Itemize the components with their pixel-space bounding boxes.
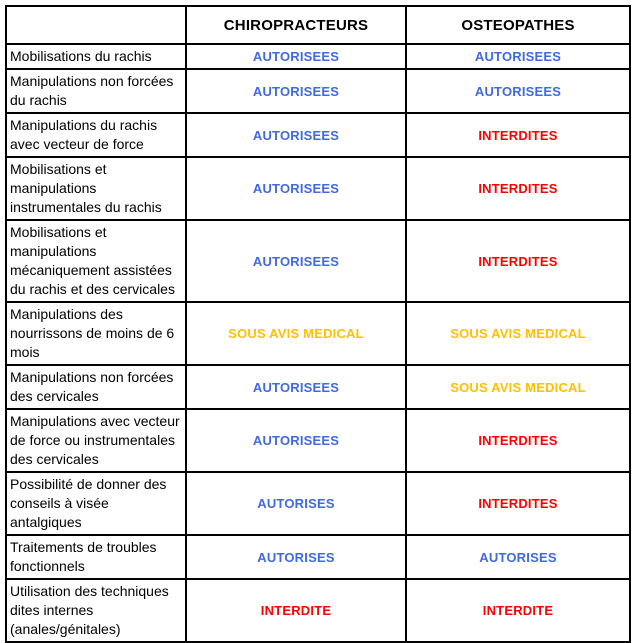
header-row: CHIROPRACTEURS OSTEOPATHES bbox=[5, 5, 631, 45]
osteopathes-status: SOUS AVIS MEDICAL bbox=[405, 301, 631, 366]
table-row: Manipulations avec vecteur de force ou i… bbox=[5, 408, 631, 473]
treatment-label: Manipulations avec vecteur de force ou i… bbox=[5, 408, 187, 473]
osteopathes-status: INTERDITE bbox=[405, 578, 631, 643]
osteopathes-status: SOUS AVIS MEDICAL bbox=[405, 364, 631, 410]
chiropracteurs-status: AUTORISES bbox=[185, 534, 407, 580]
osteopathes-status: AUTORISEES bbox=[405, 43, 631, 70]
osteopathes-status: INTERDITES bbox=[405, 219, 631, 303]
treatment-label: Possibilité de donner des conseils à vis… bbox=[5, 471, 187, 536]
treatment-label: Manipulations du rachis avec vecteur de … bbox=[5, 112, 187, 158]
table-body: Mobilisations du rachis AUTORISEES AUTOR… bbox=[5, 43, 631, 643]
table-row: Manipulations du rachis avec vecteur de … bbox=[5, 112, 631, 158]
column-header-chiropracteurs: CHIROPRACTEURS bbox=[185, 5, 407, 45]
table-row: Mobilisations et manipulations mécanique… bbox=[5, 219, 631, 303]
table-row: Manipulations non forcées des cervicales… bbox=[5, 364, 631, 410]
corner-cell bbox=[5, 5, 187, 45]
treatment-label: Traitements de troubles fonctionnels bbox=[5, 534, 187, 580]
chiropracteurs-status: AUTORISEES bbox=[185, 68, 407, 114]
column-header-osteopathes: OSTEOPATHES bbox=[405, 5, 631, 45]
table-row: Manipulations des nourrissons de moins d… bbox=[5, 301, 631, 366]
table-row: Mobilisations du rachis AUTORISEES AUTOR… bbox=[5, 43, 631, 70]
table-row: Utilisation des techniques dites interne… bbox=[5, 578, 631, 643]
treatment-label: Mobilisations du rachis bbox=[5, 43, 187, 70]
table-row: Mobilisations et manipulations instrumen… bbox=[5, 156, 631, 221]
chiropracteurs-status: SOUS AVIS MEDICAL bbox=[185, 301, 407, 366]
treatment-label: Manipulations non forcées du rachis bbox=[5, 68, 187, 114]
chiropracteurs-status: AUTORISEES bbox=[185, 43, 407, 70]
osteopathes-status: INTERDITES bbox=[405, 408, 631, 473]
treatment-label: Mobilisations et manipulations mécanique… bbox=[5, 219, 187, 303]
osteopathes-status: INTERDITES bbox=[405, 156, 631, 221]
treatment-label: Manipulations des nourrissons de moins d… bbox=[5, 301, 187, 366]
comparison-table: CHIROPRACTEURS OSTEOPATHES Mobilisations… bbox=[5, 5, 631, 643]
chiropracteurs-status: AUTORISEES bbox=[185, 364, 407, 410]
chiropracteurs-status: AUTORISEES bbox=[185, 219, 407, 303]
osteopathes-status: INTERDITES bbox=[405, 112, 631, 158]
table-row: Traitements de troubles fonctionnels AUT… bbox=[5, 534, 631, 580]
chiropracteurs-status: AUTORISEES bbox=[185, 112, 407, 158]
chiropracteurs-status: AUTORISEES bbox=[185, 156, 407, 221]
osteopathes-status: AUTORISES bbox=[405, 534, 631, 580]
chiropracteurs-status: AUTORISEES bbox=[185, 408, 407, 473]
table-row: Manipulations non forcées du rachis AUTO… bbox=[5, 68, 631, 114]
chiropracteurs-status: INTERDITE bbox=[185, 578, 407, 643]
treatment-label: Utilisation des techniques dites interne… bbox=[5, 578, 187, 643]
treatment-label: Mobilisations et manipulations instrumen… bbox=[5, 156, 187, 221]
table-row: Possibilité de donner des conseils à vis… bbox=[5, 471, 631, 536]
chiropracteurs-status: AUTORISES bbox=[185, 471, 407, 536]
treatment-label: Manipulations non forcées des cervicales bbox=[5, 364, 187, 410]
osteopathes-status: INTERDITES bbox=[405, 471, 631, 536]
osteopathes-status: AUTORISEES bbox=[405, 68, 631, 114]
